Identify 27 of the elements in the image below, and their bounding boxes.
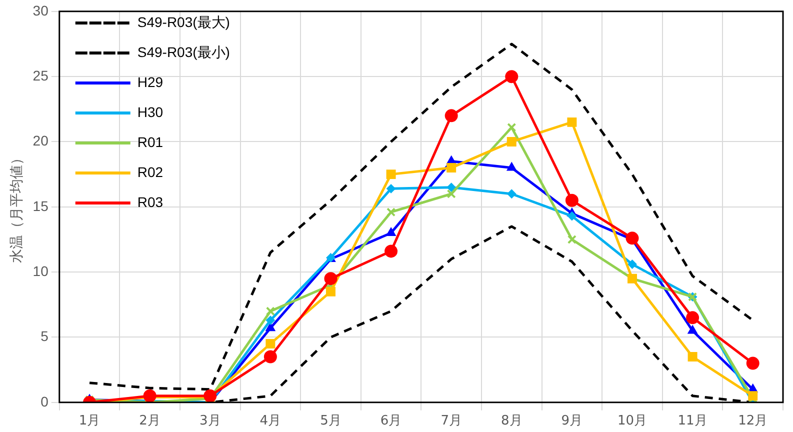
y-tick-label: 10 xyxy=(32,262,49,279)
x-tick-label: 11月 xyxy=(678,414,708,429)
legend-label: R02 xyxy=(137,164,164,180)
x-tick-label: 10月 xyxy=(617,414,648,429)
legend-label: S49-R03(最小) xyxy=(137,44,230,60)
x-tick-label: 2月 xyxy=(139,414,160,429)
x-tick-label: 12月 xyxy=(738,414,768,429)
y-tick-label: 20 xyxy=(32,132,49,149)
legend-label: S49-R03(最大) xyxy=(137,14,230,30)
y-tick-label: 15 xyxy=(32,198,49,214)
x-tick-label: 4月 xyxy=(260,414,282,429)
x-tick-label: 6月 xyxy=(380,414,402,429)
y-tick-label: 25 xyxy=(32,67,49,84)
y-tick-label: 5 xyxy=(40,328,49,344)
x-tick-label: 7月 xyxy=(440,414,462,429)
x-tick-label: 8月 xyxy=(501,414,522,429)
x-tick-label: 3月 xyxy=(199,414,221,429)
legend-label: H30 xyxy=(137,104,164,120)
y-tick-label: 0 xyxy=(40,393,49,410)
x-tick-label: 9月 xyxy=(561,414,583,429)
legend-label: H29 xyxy=(137,74,164,90)
x-tick-label: 5月 xyxy=(320,414,342,429)
legend-label: R01 xyxy=(137,134,164,150)
y-axis-title: 水温（月平均値） xyxy=(9,150,26,263)
x-tick-label: 1月 xyxy=(78,414,100,429)
legend-label: R03 xyxy=(137,194,164,210)
y-tick-label: 30 xyxy=(32,2,49,18)
